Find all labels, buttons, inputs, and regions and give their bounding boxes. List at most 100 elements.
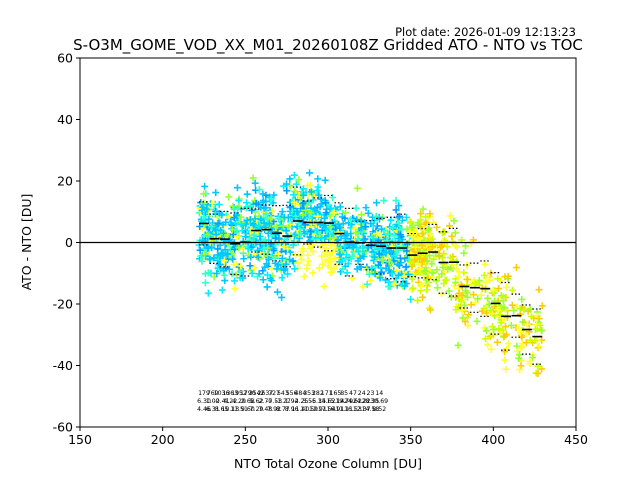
data-point [500, 304, 508, 312]
data-point [246, 262, 254, 270]
data-point [486, 333, 494, 341]
data-point [290, 171, 298, 179]
bin-count: 543 [277, 390, 289, 397]
data-point [401, 282, 409, 290]
data-point [382, 264, 390, 272]
data-point [220, 271, 228, 279]
data-point [199, 203, 207, 211]
data-point [254, 246, 262, 254]
data-point [198, 257, 206, 265]
data-point [359, 283, 367, 291]
data-point [241, 233, 249, 241]
data-point [440, 250, 448, 258]
data-point [215, 201, 223, 209]
data-point [408, 286, 416, 294]
data-point [254, 273, 262, 281]
bin-count: 1790 [240, 390, 256, 397]
data-point [417, 210, 425, 218]
data-point [367, 220, 375, 228]
data-point [204, 289, 212, 297]
data-point [341, 242, 349, 250]
bin-count: 769 [207, 390, 219, 397]
bin-std-label: 8.96 [285, 406, 299, 413]
data-point [311, 205, 319, 213]
data-point [306, 169, 314, 177]
data-point [446, 212, 454, 220]
bin-count: 1363 [222, 390, 238, 397]
data-point [290, 198, 298, 206]
data-point [296, 252, 304, 260]
data-point [229, 231, 237, 239]
data-point [437, 243, 445, 251]
data-point [423, 286, 431, 294]
data-point [219, 229, 227, 237]
data-point [284, 270, 292, 278]
scatter-points [195, 169, 546, 377]
data-point [387, 248, 395, 256]
data-point [313, 187, 321, 195]
data-point [378, 268, 386, 276]
y-tick-label: 40 [57, 112, 73, 127]
data-point [368, 265, 376, 273]
bin-mean-label: 5.62 [250, 398, 264, 405]
data-point [246, 216, 254, 224]
data-point [233, 227, 241, 235]
data-point [240, 255, 248, 263]
data-point [278, 208, 286, 216]
data-point [452, 293, 460, 301]
data-point [407, 218, 415, 226]
data-point [538, 365, 546, 373]
data-point [301, 230, 309, 238]
data-point [243, 190, 251, 198]
data-point [325, 257, 333, 265]
data-point [232, 271, 240, 279]
bin-count: 47 [349, 390, 357, 397]
data-point [417, 283, 425, 291]
data-point [322, 244, 330, 252]
data-point [412, 243, 420, 251]
data-point [283, 187, 291, 195]
data-point [395, 219, 403, 227]
bin-mean-label: 6.30 [197, 398, 211, 405]
data-point [454, 341, 462, 349]
data-point [197, 207, 205, 215]
data-point [233, 184, 241, 192]
data-point [274, 288, 281, 296]
data-point [328, 248, 336, 256]
data-point [278, 274, 286, 282]
chart-title: S-O3M_GOME_VOD_XX_M01_20260108Z Gridded … [73, 36, 583, 55]
data-point [289, 191, 297, 199]
data-point [284, 245, 292, 253]
data-point [428, 260, 436, 268]
data-point [416, 265, 424, 273]
data-point [273, 223, 281, 231]
y-tick-label: -60 [53, 420, 73, 435]
data-point [311, 193, 319, 201]
data-point [508, 286, 516, 294]
data-point [329, 194, 337, 202]
data-point [448, 232, 456, 240]
bin-std-label: 12.91 [309, 406, 327, 413]
data-point [225, 213, 233, 221]
data-point [400, 273, 408, 281]
bin-mean-label: 24.22 [353, 398, 371, 405]
data-point [395, 202, 403, 210]
data-point [352, 229, 360, 237]
data-point [406, 228, 414, 236]
data-point [229, 255, 237, 263]
data-point [201, 182, 209, 190]
data-point [234, 204, 242, 212]
data-point [426, 306, 434, 314]
data-point [262, 210, 270, 218]
data-point [365, 270, 373, 278]
x-axis-label: NTO Total Ozone Column [DU] [234, 456, 422, 471]
data-point [292, 212, 300, 220]
data-point [359, 229, 367, 237]
data-point [502, 331, 510, 339]
data-point [264, 244, 272, 252]
data-point [349, 243, 357, 251]
data-point [231, 285, 239, 293]
data-point [477, 291, 485, 299]
data-point [445, 287, 453, 295]
